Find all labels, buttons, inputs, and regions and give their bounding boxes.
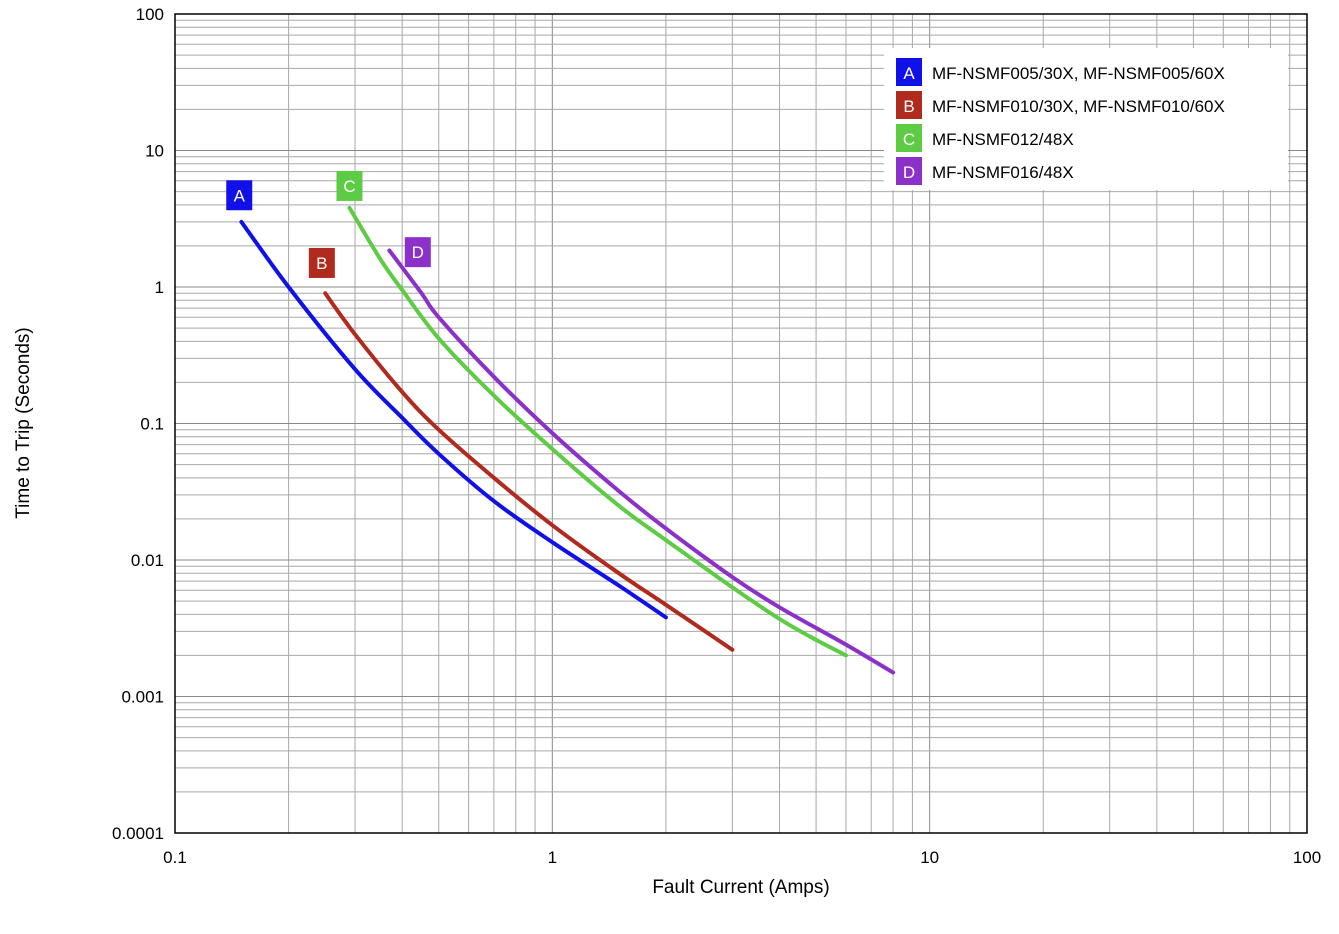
legend-item: C MF-NSMF012/48X bbox=[896, 124, 1074, 152]
series-line-c bbox=[347, 205, 848, 658]
legend-swatch bbox=[896, 124, 922, 152]
legend: A MF-NSMF005/30X, MF-NSMF005/60X B MF-NSMF0… bbox=[884, 48, 1288, 190]
legend-label: MF-NSMF012/48X bbox=[932, 130, 1074, 149]
plot-frame bbox=[174, 13, 1308, 834]
legend-label: MF-NSMF016/48X bbox=[932, 163, 1074, 182]
x-tick-label: 100 bbox=[1293, 848, 1321, 867]
y-tick-label: 0.0001 bbox=[112, 824, 164, 843]
series-line-a bbox=[239, 219, 668, 620]
grid-lines bbox=[175, 14, 1307, 833]
series-curves bbox=[239, 205, 896, 675]
curve-tag-a: A bbox=[226, 180, 253, 211]
legend-item: B MF-NSMF010/30X, MF-NSMF010/60X bbox=[896, 91, 1225, 119]
curve-tag-box bbox=[404, 237, 431, 268]
x-tick-label: 10 bbox=[920, 848, 939, 867]
legend-swatch bbox=[896, 157, 922, 185]
legend-tag: B bbox=[903, 97, 914, 116]
y-axis-title: Time to Trip (Seconds) bbox=[13, 327, 34, 518]
curve-tag-label: B bbox=[316, 254, 327, 273]
curve-tag-box bbox=[226, 180, 253, 211]
curve-tag-box bbox=[336, 170, 363, 201]
legend-swatch bbox=[896, 91, 922, 119]
legend-tag: D bbox=[903, 163, 915, 182]
legend-label: MF-NSMF010/30X, MF-NSMF010/60X bbox=[932, 97, 1225, 116]
y-tick-label: 10 bbox=[145, 142, 164, 161]
curve-tag-label: D bbox=[412, 243, 424, 262]
y-tick-label: 1 bbox=[155, 278, 164, 297]
y-tick-label: 0.1 bbox=[140, 415, 164, 434]
y-tick-label: 100 bbox=[136, 5, 164, 24]
x-tick-label: 1 bbox=[548, 848, 557, 867]
y-tick-label: 0.001 bbox=[121, 688, 164, 707]
curve-tag-b: B bbox=[308, 247, 335, 278]
tick-labels: 0.1 1 10 100 0.0001 0.001 0.01 0.1 1 10 100 bbox=[112, 5, 1321, 867]
legend-box bbox=[884, 48, 1288, 190]
curve-tags: A B C D bbox=[226, 170, 431, 278]
curve-tag-label: C bbox=[343, 177, 355, 196]
curve-tag-box bbox=[308, 247, 335, 278]
curve-tag-c: C bbox=[336, 170, 363, 201]
legend-label: MF-NSMF005/30X, MF-NSMF005/60X bbox=[932, 64, 1225, 83]
legend-tag: C bbox=[903, 130, 915, 149]
legend-item: D MF-NSMF016/48X bbox=[896, 157, 1074, 185]
series-line-b bbox=[323, 291, 735, 652]
legend-item: A MF-NSMF005/30X, MF-NSMF005/60X bbox=[896, 58, 1225, 86]
y-tick-label: 0.01 bbox=[131, 551, 164, 570]
x-axis-title: Fault Current (Amps) bbox=[652, 877, 829, 898]
curve-tag-label: A bbox=[234, 186, 246, 205]
x-tick-label: 0.1 bbox=[163, 848, 187, 867]
curve-tag-d: D bbox=[404, 237, 431, 268]
legend-swatch bbox=[896, 58, 922, 86]
series-line-d bbox=[387, 248, 896, 675]
legend-tag: A bbox=[903, 64, 915, 83]
